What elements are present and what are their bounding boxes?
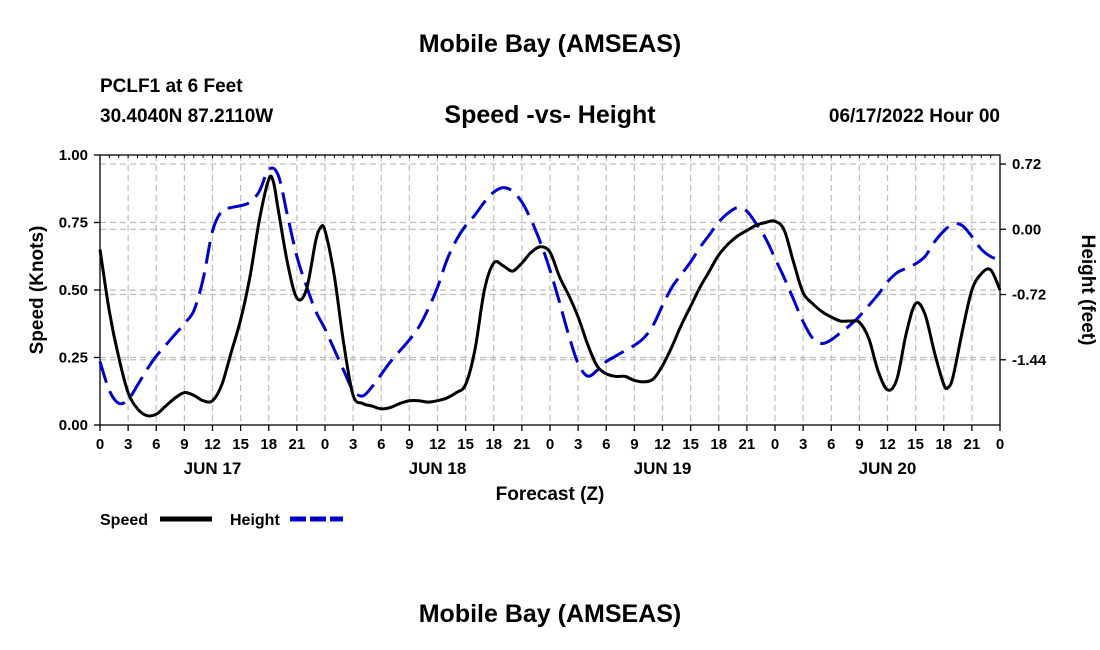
x-tick-label: 0: [546, 436, 554, 453]
y-axis-title: Speed (Knots): [27, 226, 48, 355]
x-day-label: JUN 19: [634, 459, 692, 478]
y2-tick-label: -0.72: [1012, 287, 1046, 304]
x-tick-label: 0: [321, 436, 329, 453]
x-tick-label: 3: [799, 436, 807, 453]
x-tick-label: 9: [855, 436, 863, 453]
y2-axis-title: Height (feet): [1077, 235, 1098, 346]
x-tick-label: 15: [907, 436, 924, 453]
x-tick-label: 6: [152, 436, 160, 453]
y-tick-label: 0.50: [59, 282, 88, 299]
x-tick-label: 12: [204, 436, 221, 453]
next-chart-title: Mobile Bay (AMSEAS): [418, 600, 682, 628]
x-tick-label: 6: [377, 436, 385, 453]
y-tick-label: 0.00: [59, 417, 88, 434]
chart-title: Mobile Bay (AMSEAS): [418, 30, 682, 58]
x-tick-label: 6: [602, 436, 610, 453]
run-time-label: 06/17/2022 Hour 00: [828, 106, 1000, 127]
x-tick-label: 3: [124, 436, 132, 453]
x-tick-label: 18: [260, 436, 277, 453]
y2-tick-label: 0.00: [1012, 221, 1041, 238]
speed-series-line: [98, 174, 1002, 418]
x-tick-label: 15: [682, 436, 699, 453]
x-tick-label: 18: [935, 436, 952, 453]
x-tick-label: 15: [457, 436, 474, 453]
x-tick-label: 12: [654, 436, 671, 453]
height-series-line: [98, 166, 1001, 406]
y2-tick-label: -1.44: [1012, 352, 1047, 369]
plot-subtitle: Speed -vs- Height: [444, 101, 656, 129]
y-tick-label: 0.75: [59, 215, 88, 232]
station-coordinates: 30.4040N 87.2110W: [100, 106, 274, 127]
x-tick-label: 12: [429, 436, 446, 453]
x-tick-label: 21: [289, 436, 306, 453]
x-tick-label: 18: [485, 436, 502, 453]
x-tick-label: 0: [96, 436, 104, 453]
x-tick-label: 9: [630, 436, 638, 453]
x-tick-label: 6: [827, 436, 835, 453]
x-tick-label: 18: [710, 436, 727, 453]
x-tick-label: 21: [739, 436, 756, 453]
x-tick-label: 15: [232, 436, 249, 453]
x-tick-label: 12: [879, 436, 896, 453]
legend-label-height: Height: [230, 512, 280, 529]
x-tick-label: 3: [574, 436, 582, 453]
x-tick-label: 9: [405, 436, 413, 453]
y-tick-label: 0.25: [59, 350, 88, 367]
x-day-label: JUN 20: [859, 459, 917, 478]
x-tick-label: 21: [964, 436, 981, 453]
x-day-label: JUN 17: [184, 459, 242, 478]
station-label: PCLF1 at 6 Feet: [100, 76, 243, 97]
x-tick-label: 0: [771, 436, 779, 453]
x-tick-label: 9: [180, 436, 188, 453]
x-tick-label: 3: [349, 436, 357, 453]
y-tick-label: 1.00: [59, 147, 88, 164]
x-tick-label: 0: [996, 436, 1004, 453]
y2-tick-label: 0.72: [1012, 156, 1041, 173]
legend-label-speed: Speed: [100, 512, 148, 529]
x-tick-label: 21: [514, 436, 531, 453]
x-axis-title: Forecast (Z): [496, 484, 605, 505]
x-day-label: JUN 18: [409, 459, 467, 478]
